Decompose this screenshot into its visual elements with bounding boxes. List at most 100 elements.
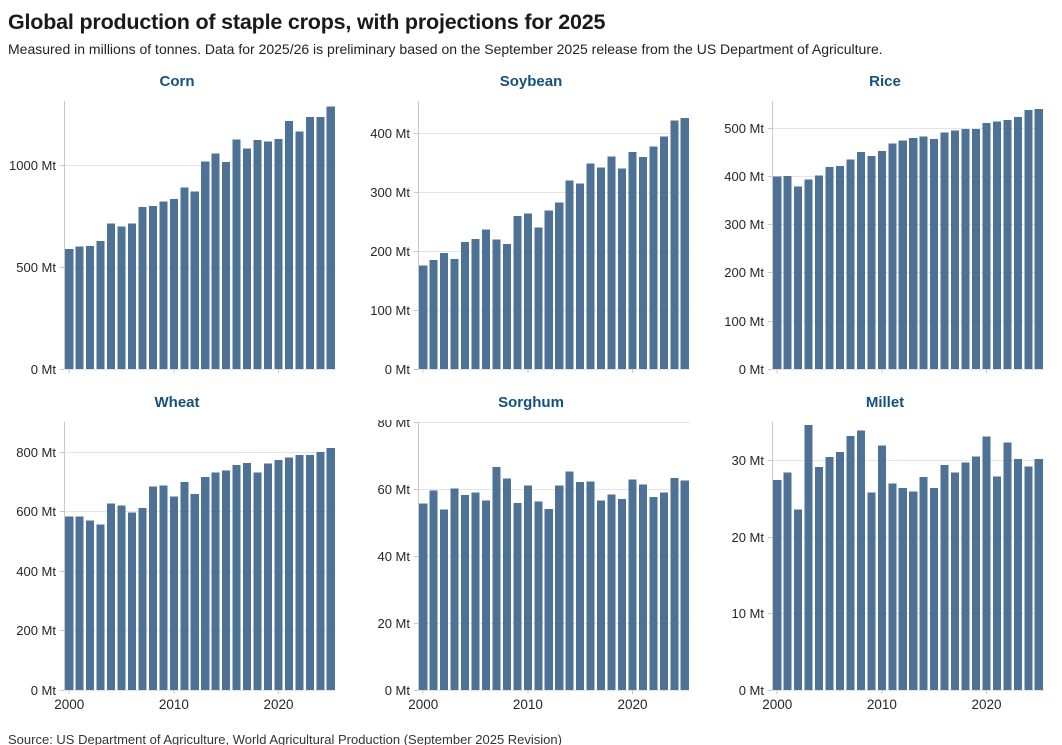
bar-2005: [117, 226, 126, 370]
bar-2023: [659, 492, 668, 691]
bar-2002: [440, 509, 449, 691]
bar-2006: [481, 229, 491, 370]
bar-2012: [898, 140, 907, 370]
bar-2001: [429, 490, 438, 691]
y-tick-label: 400 Mt: [370, 126, 410, 141]
bar-2008: [148, 486, 157, 691]
bar-2017: [951, 472, 960, 691]
bar-2021: [638, 157, 647, 370]
chart-title: Millet: [865, 394, 905, 412]
bar-2017: [597, 501, 606, 691]
bar-2023: [659, 136, 668, 370]
bar-2018: [253, 472, 262, 691]
y-tick-label: 0 Mt: [31, 362, 57, 377]
bar-2017: [243, 463, 252, 691]
bar-2005: [825, 457, 834, 691]
bar-2005: [117, 505, 126, 691]
y-tick-label: 100 Mt: [724, 314, 764, 329]
bar-2018: [961, 129, 970, 370]
bar-2004: [107, 503, 116, 691]
bar-2012: [190, 191, 199, 370]
y-tick-label: 0 Mt: [31, 683, 57, 698]
bar-2025: [1034, 109, 1043, 370]
bar-2013: [909, 491, 918, 691]
bar-2010: [169, 497, 178, 691]
y-tick-label: 20 Mt: [377, 616, 410, 631]
chart-rice: Rice 0 Mt 100 Mt 200 Mt 300 Mt 400 Mt 500 Mt: [708, 73, 1062, 377]
x-tick-label: 2020: [263, 697, 293, 712]
chart-plot-wheat: 0 Mt 200 Mt 400 Mt 600 Mt 800 Mt 2000 2010 2020: [16, 422, 336, 712]
bar-2002: [794, 509, 803, 691]
bar-2008: [856, 430, 865, 691]
x-tick-label: 2000: [408, 697, 438, 712]
charts-grid: Corn 0 Mt 500 Mt 1000 Mt Soybean 0 Mt 100 Mt 20…: [0, 73, 1062, 716]
bar-2023: [305, 117, 314, 370]
y-tick-label: 100 Mt: [370, 303, 410, 318]
chart-wheat: Wheat 0 Mt 200 Mt 400 Mt 600 Mt 800 Mt 2000 201…: [0, 394, 354, 716]
y-tick-label: 800 Mt: [16, 445, 56, 460]
bar-2025: [680, 480, 689, 691]
bar-2022: [295, 131, 304, 370]
bar-2020: [274, 460, 283, 691]
bar-2000: [65, 249, 74, 370]
y-tick-label: 500 Mt: [724, 121, 764, 136]
y-tick-label: 0 Mt: [385, 683, 411, 698]
bar-2007: [138, 508, 147, 691]
y-tick-label: 0 Mt: [385, 362, 411, 377]
chart-plot-soybean: 0 Mt 100 Mt 200 Mt 300 Mt 400 Mt: [370, 101, 690, 377]
y-tick-label: 400 Mt: [724, 169, 764, 184]
bar-2019: [263, 141, 273, 370]
bar-2001: [783, 472, 792, 691]
y-tick-label: 200 Mt: [16, 623, 56, 638]
bar-2000: [773, 176, 782, 370]
bar-2004: [815, 467, 824, 691]
bar-2018: [253, 140, 262, 370]
y-tick-label: 60 Mt: [377, 482, 410, 497]
bar-2003: [96, 241, 105, 370]
bar-2023: [1013, 459, 1022, 691]
y-tick-label: 80 Mt: [377, 420, 410, 430]
bar-2006: [481, 500, 491, 691]
bar-2009: [867, 156, 876, 370]
bar-2006: [835, 452, 845, 691]
x-tick-label: 2000: [762, 697, 792, 712]
chart-title: Rice: [869, 73, 901, 91]
bar-2003: [96, 524, 105, 691]
bar-2021: [992, 476, 1001, 691]
bar-2002: [86, 520, 95, 691]
y-tick-label: 300 Mt: [724, 217, 764, 232]
bar-2011: [180, 482, 189, 691]
bar-2003: [804, 425, 813, 691]
bar-2012: [190, 494, 199, 691]
bar-2016: [940, 465, 949, 691]
bar-2004: [461, 242, 470, 370]
y-tick-label: 500 Mt: [16, 260, 56, 275]
bar-2016: [940, 132, 949, 370]
bar-2007: [138, 207, 147, 370]
bar-2024: [316, 452, 325, 691]
chart-plot-rice: 0 Mt 100 Mt 200 Mt 300 Mt 400 Mt 500 Mt: [724, 101, 1044, 377]
bar-2021: [284, 121, 293, 370]
bar-2008: [502, 244, 511, 370]
bar-2005: [471, 492, 480, 691]
bar-2023: [1013, 117, 1022, 370]
bar-2009: [867, 492, 876, 691]
bar-2010: [523, 485, 532, 691]
bar-2024: [670, 120, 679, 370]
page-title: Global production of staple crops, with …: [8, 10, 606, 34]
bar-2014: [211, 153, 220, 370]
x-tick-label: 2010: [513, 697, 543, 712]
bar-2001: [75, 246, 84, 370]
chart-title: Soybean: [499, 73, 563, 91]
bar-2000: [773, 480, 782, 691]
chart-corn: Corn 0 Mt 500 Mt 1000 Mt: [0, 73, 354, 377]
y-tick-label: 400 Mt: [16, 564, 56, 579]
y-tick-label: 200 Mt: [370, 244, 410, 259]
bar-2000: [65, 516, 74, 691]
bar-2002: [86, 246, 95, 370]
bar-2016: [586, 163, 595, 370]
y-tick-label: 10 Mt: [731, 606, 764, 621]
bar-2014: [919, 137, 928, 370]
bar-2019: [971, 456, 981, 691]
bar-2015: [576, 482, 585, 691]
